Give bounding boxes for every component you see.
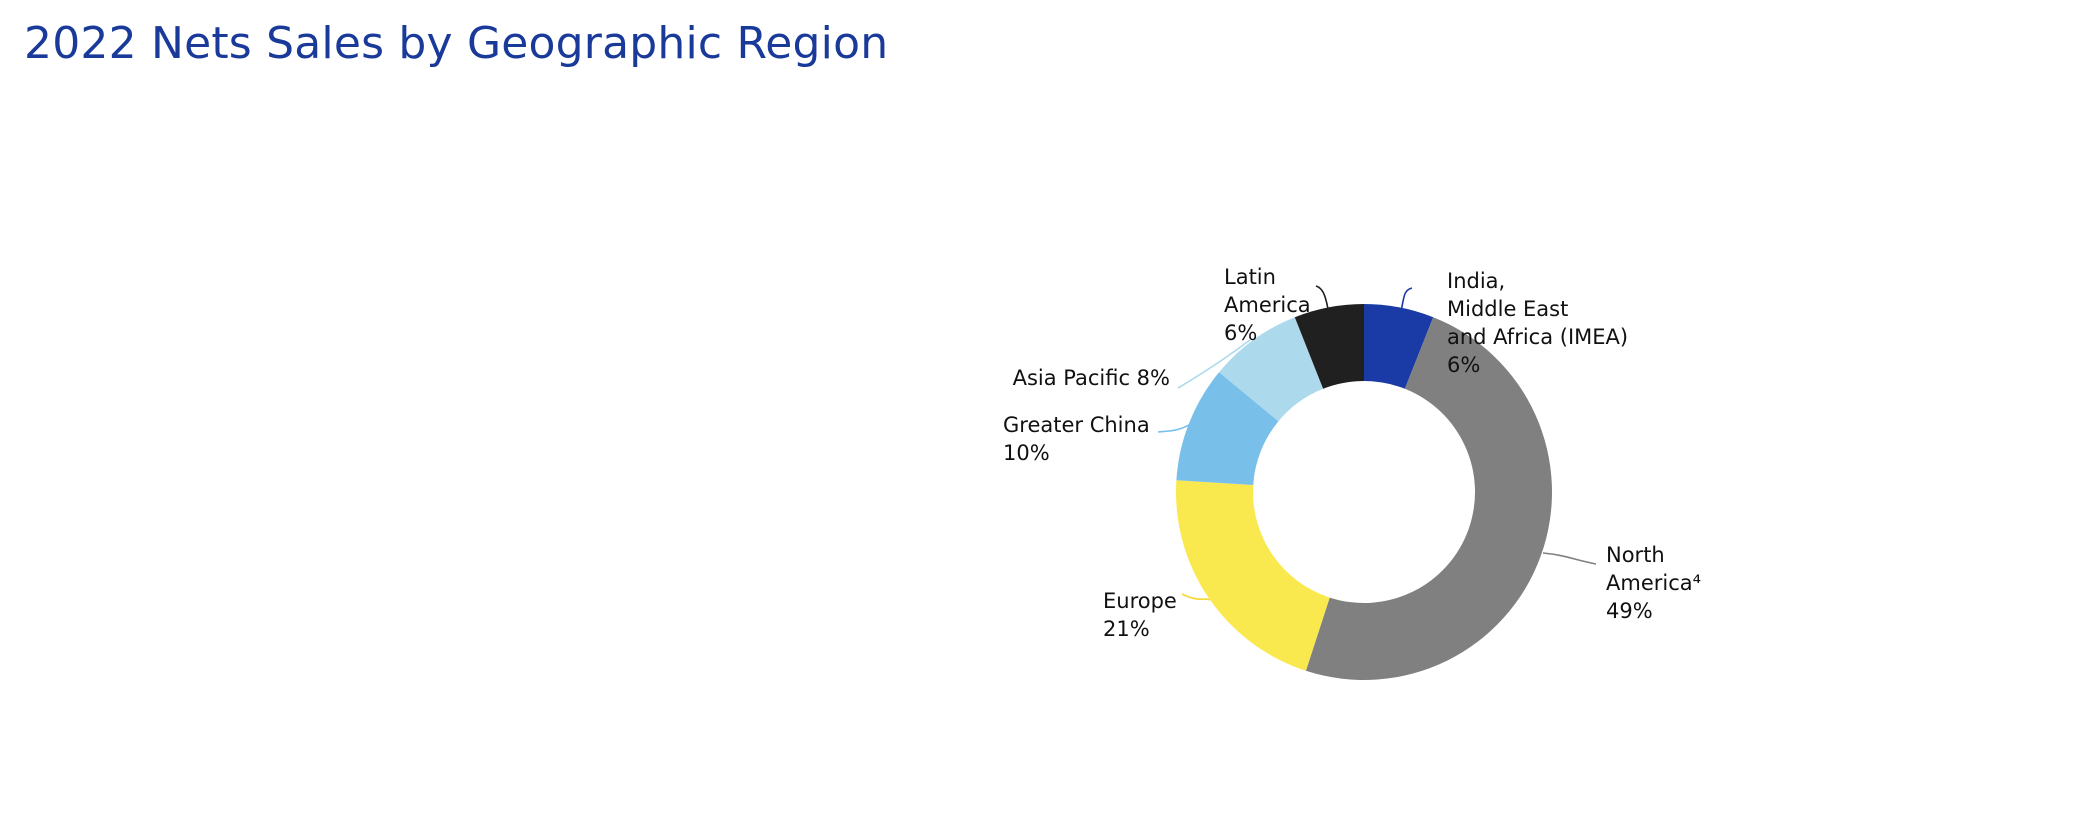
slice-label-line: America⁴ xyxy=(1606,571,1701,595)
leader-line xyxy=(1400,287,1413,313)
slice-label-line: 6% xyxy=(1447,353,1480,377)
slice-label-line: 10% xyxy=(1003,441,1050,465)
slice-label-line: Europe xyxy=(1103,589,1177,613)
slice-label-line: North xyxy=(1606,543,1665,567)
donut-slice xyxy=(1176,372,1279,486)
donut-slice xyxy=(1219,317,1324,422)
page-title: 2022 Nets Sales by Geographic Region xyxy=(24,18,889,69)
leader-line xyxy=(1181,593,1211,601)
slice-label: North America⁴ 49% xyxy=(1606,543,1701,623)
slice-label: India, Middle East and Africa (IMEA) 6% xyxy=(1447,269,1628,377)
leader-line xyxy=(1542,552,1597,565)
slice-label-line: India, xyxy=(1447,269,1505,293)
donut-slice xyxy=(1294,304,1364,389)
slice-label-line: and Africa (IMEA) xyxy=(1447,325,1628,349)
leader-line xyxy=(1177,339,1251,389)
donut-slice xyxy=(1305,317,1552,680)
slice-label-line: Latin xyxy=(1224,265,1276,289)
donut-slice xyxy=(1364,304,1434,389)
slice-label-line: Middle East xyxy=(1447,297,1568,321)
slice-label: Europe 21% xyxy=(1103,589,1177,641)
slice-label: Asia Pacific 8% xyxy=(1013,366,1170,390)
slice-label-line: Greater China xyxy=(1003,413,1150,437)
slice-label-line: 49% xyxy=(1606,599,1653,623)
slice-label-line: 21% xyxy=(1103,617,1150,641)
slice-label-line: Asia Pacific 8% xyxy=(1013,366,1170,390)
slice-label-line: 6% xyxy=(1224,321,1257,345)
leader-line xyxy=(1157,422,1193,433)
leader-line xyxy=(1315,285,1329,310)
donut-slice xyxy=(1175,480,1330,671)
slice-label: Greater China 10% xyxy=(1003,413,1150,465)
slice-label: Latin America 6% xyxy=(1224,265,1311,345)
slice-label-line: America xyxy=(1224,293,1311,317)
